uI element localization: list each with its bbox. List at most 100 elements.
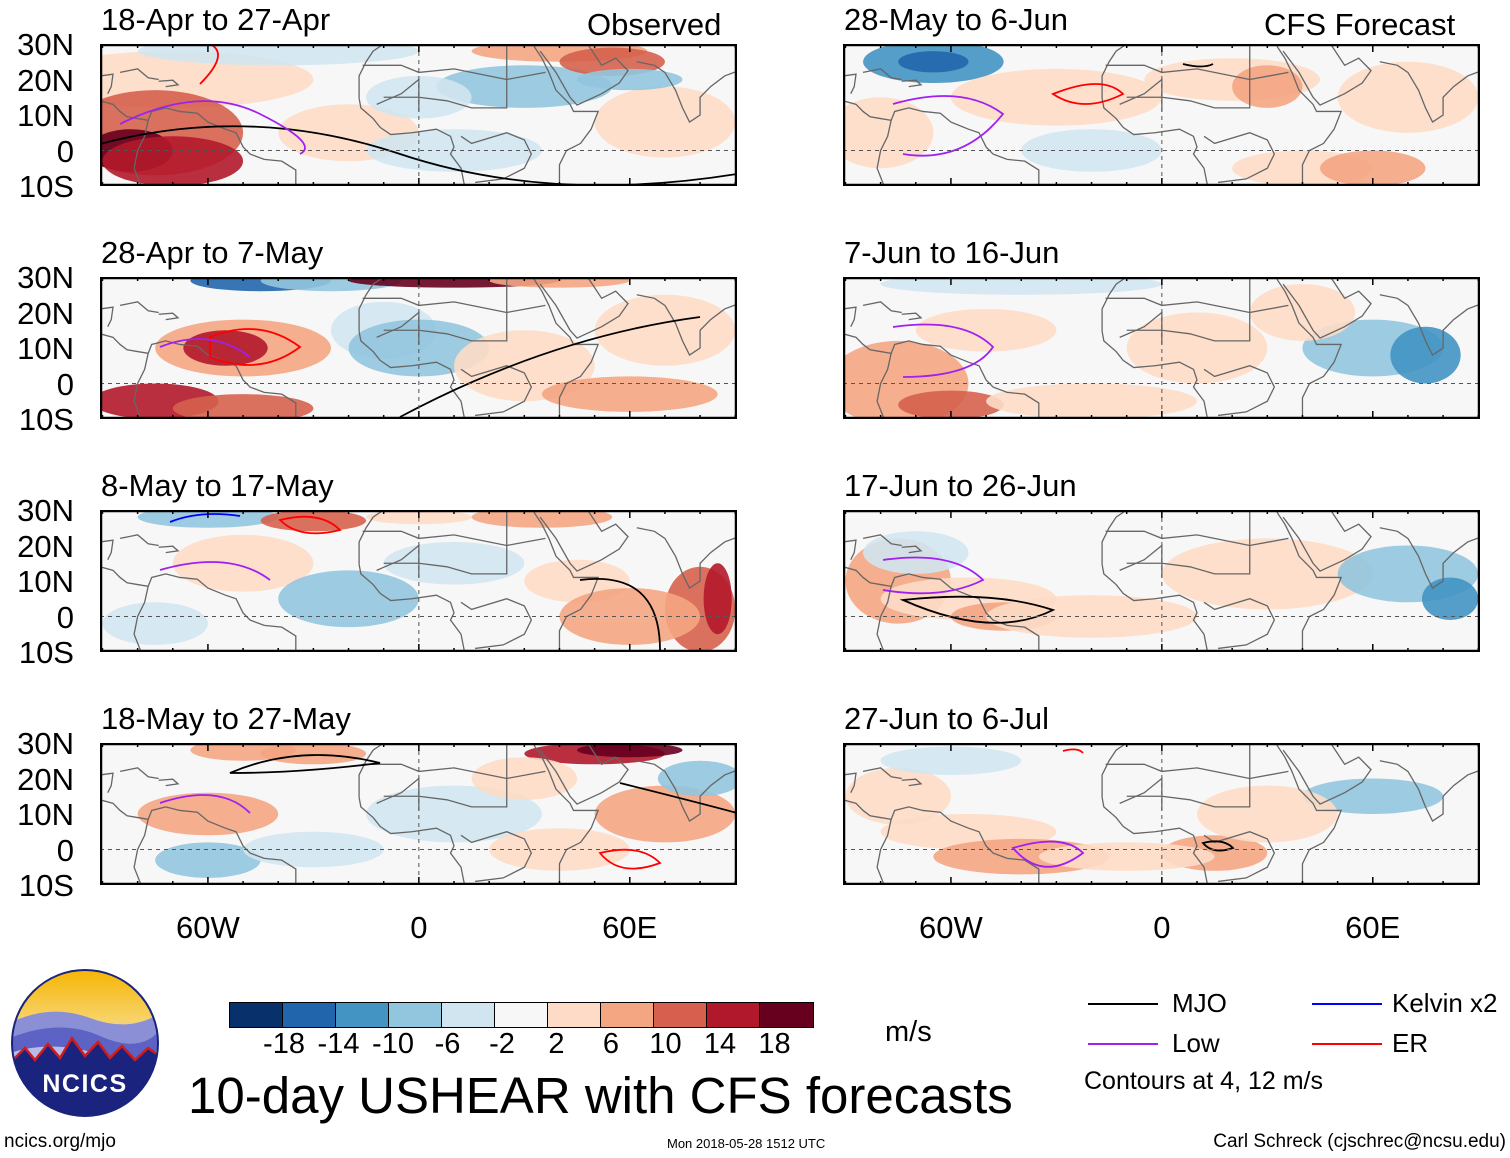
shear-shading xyxy=(102,136,244,186)
coastline xyxy=(460,365,533,417)
shear-shading xyxy=(1302,778,1444,814)
colorbar-swatch xyxy=(283,1003,336,1027)
contour-line xyxy=(579,578,661,651)
coastline xyxy=(862,767,902,780)
latitude-label: 10N xyxy=(17,564,74,599)
contour-line xyxy=(1011,840,1085,868)
coastline xyxy=(1379,61,1480,124)
shear-shading xyxy=(137,792,279,836)
coastline xyxy=(358,98,466,186)
coastline xyxy=(1203,831,1276,883)
coastline xyxy=(843,799,892,820)
shear-shading xyxy=(137,510,279,528)
panel-title: 27-Jun to 6-Jul xyxy=(844,701,1050,736)
coastline xyxy=(362,64,508,109)
coastline xyxy=(506,44,546,81)
coastline xyxy=(890,806,1040,885)
longitude-label: 60W xyxy=(176,910,240,945)
footer-timestamp: Mon 2018-05-28 1512 UTC xyxy=(667,1136,826,1151)
colorbar-swatch xyxy=(495,1003,548,1027)
coastline xyxy=(100,306,114,327)
longitude-label: 0 xyxy=(410,910,428,945)
coastline xyxy=(539,277,629,339)
shear-shading xyxy=(863,531,969,574)
ncics-logo: NCICS xyxy=(10,968,160,1118)
colorbar-label: -2 xyxy=(489,1028,515,1060)
coastline xyxy=(358,277,385,332)
shear-shading xyxy=(183,330,268,366)
shear-shading xyxy=(594,86,736,158)
coastline xyxy=(539,743,629,805)
panel-title: 18-May to 27-May xyxy=(101,701,351,736)
colorbar-swatch xyxy=(548,1003,601,1027)
latitude-label: 10S xyxy=(18,635,74,670)
coastline xyxy=(119,534,159,547)
coastline xyxy=(158,545,180,554)
shear-shading xyxy=(703,563,732,635)
coastline xyxy=(1101,277,1128,332)
shear-shading xyxy=(436,65,613,108)
coastline xyxy=(358,564,466,652)
coastline xyxy=(506,743,546,780)
coastline xyxy=(100,772,114,793)
shear-shading xyxy=(880,746,1022,775)
latitude-label: 10S xyxy=(18,402,74,437)
shear-shading xyxy=(898,390,1004,419)
coastline xyxy=(843,333,892,354)
latitude-label: 0 xyxy=(56,832,74,868)
contour-line xyxy=(229,754,381,774)
shear-shading xyxy=(950,68,1162,126)
latitude-label: 10N xyxy=(17,797,74,832)
coastline xyxy=(1282,743,1372,805)
panel-title: 17-Jun to 26-Jun xyxy=(844,468,1077,503)
colorbar-swatch xyxy=(442,1003,495,1027)
latitude-label: 0 xyxy=(56,133,74,169)
shear-shading xyxy=(541,376,718,412)
colorbar-swatch xyxy=(389,1003,442,1027)
colorbar-swatch xyxy=(707,1003,760,1027)
coastline xyxy=(876,353,892,419)
latitude-label: 20N xyxy=(17,295,74,331)
coastline xyxy=(147,573,297,652)
coastline xyxy=(100,333,149,354)
colorbar-label: 6 xyxy=(602,1028,620,1060)
coastline xyxy=(843,100,892,121)
coastline xyxy=(100,73,114,94)
shear-shading xyxy=(898,51,969,73)
coastline xyxy=(1249,277,1289,314)
contour-line xyxy=(1051,83,1125,105)
colorbar-label: 18 xyxy=(758,1028,791,1060)
colorbar-units: m/s xyxy=(885,1016,932,1048)
coastline xyxy=(1379,760,1480,823)
coastline xyxy=(506,277,546,314)
coastline xyxy=(901,79,923,88)
footer-url[interactable]: ncics.org/mjo xyxy=(4,1131,116,1152)
colorbar-swatch xyxy=(230,1003,283,1027)
panel-title: 8-May to 17-May xyxy=(101,468,334,503)
coastline xyxy=(1101,44,1128,99)
latitude-label: 0 xyxy=(56,599,74,635)
coastline xyxy=(1105,64,1251,109)
longitude-label: 0 xyxy=(1153,910,1171,945)
shear-shading xyxy=(915,308,1057,352)
contour-line xyxy=(899,595,1056,624)
coastline xyxy=(158,79,180,88)
shear-shading xyxy=(471,757,578,800)
contour-line xyxy=(1182,63,1214,68)
latitude-label: 20N xyxy=(17,761,74,797)
contour-line xyxy=(278,515,342,535)
coastline xyxy=(843,772,857,793)
shear-shading xyxy=(1390,326,1461,384)
coastline xyxy=(1203,365,1276,417)
contour-line xyxy=(159,561,271,581)
contour-line xyxy=(169,513,241,523)
coastline xyxy=(133,586,149,652)
coastline xyxy=(158,312,180,321)
map-panel xyxy=(100,510,737,652)
shear-shading xyxy=(1320,150,1426,186)
coastline xyxy=(1101,743,1128,798)
latitude-label: 10S xyxy=(18,868,74,903)
shear-shading xyxy=(559,47,665,76)
coastline xyxy=(147,107,297,186)
coastline xyxy=(133,819,149,885)
